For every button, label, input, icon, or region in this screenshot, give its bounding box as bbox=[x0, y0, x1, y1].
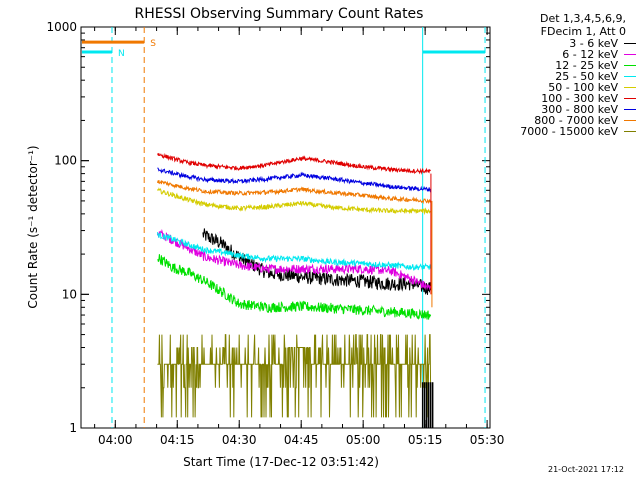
x-tick-label: 04:30 bbox=[222, 433, 257, 447]
x-tick-label: 04:00 bbox=[98, 433, 133, 447]
legend-entry-label: 7000 - 15000 keV bbox=[520, 125, 618, 138]
legend-entry-label: 6 - 12 keV bbox=[562, 48, 618, 61]
legend-entry-label: 25 - 50 keV bbox=[555, 70, 618, 83]
x-tick-label: 05:15 bbox=[408, 433, 443, 447]
legend-entry-label: 3 - 6 keV bbox=[569, 37, 618, 50]
legend-entry: 50 - 100 keV bbox=[484, 82, 636, 93]
series-line bbox=[156, 179, 432, 205]
annotation-label: S bbox=[150, 39, 156, 49]
legend-entry: 7000 - 15000 keV bbox=[484, 126, 636, 137]
y-tick-label: 1000 bbox=[46, 20, 77, 34]
x-axis-label: Start Time (17-Dec-12 03:51:42) bbox=[183, 455, 379, 469]
y-tick-label: 100 bbox=[54, 154, 77, 168]
legend-entries: 3 - 6 keV 6 - 12 keV 12 - 25 keV 25 - 50 ke… bbox=[484, 38, 636, 137]
y-tick-label: 10 bbox=[62, 287, 77, 301]
legend-swatch bbox=[624, 76, 636, 77]
legend-entry: 3 - 6 keV bbox=[484, 38, 636, 49]
legend-entry-label: 300 - 800 keV bbox=[541, 103, 618, 116]
annotation-label: N bbox=[118, 49, 125, 59]
series-line bbox=[156, 187, 431, 216]
legend-swatch bbox=[624, 109, 636, 110]
series-line bbox=[156, 232, 432, 271]
x-tick-label: 05:30 bbox=[470, 433, 505, 447]
series-line bbox=[157, 152, 431, 175]
y-tick-label: 1 bbox=[69, 421, 77, 435]
series-line bbox=[202, 228, 431, 295]
legend-entry: 100 - 300 keV bbox=[484, 93, 636, 104]
legend-swatch bbox=[624, 43, 636, 44]
legend-entry: 6 - 12 keV bbox=[484, 49, 636, 60]
x-tick-label: 05:00 bbox=[346, 433, 381, 447]
legend-swatch bbox=[624, 131, 636, 132]
legend: Det 1,3,4,5,6,9, FDecim 1, Att 0 3 - 6 k… bbox=[484, 12, 636, 137]
series-line bbox=[157, 334, 432, 418]
plot-frame bbox=[80, 26, 491, 429]
legend-swatch bbox=[624, 98, 636, 99]
series-line bbox=[157, 167, 432, 193]
series-line bbox=[157, 254, 432, 320]
legend-entry: 300 - 800 keV bbox=[484, 104, 636, 115]
legend-swatch bbox=[624, 120, 636, 121]
legend-swatch bbox=[624, 54, 636, 55]
legend-header-line-2: FDecim 1, Att 0 bbox=[540, 25, 626, 38]
x-tick-label: 04:15 bbox=[160, 433, 195, 447]
legend-swatch bbox=[624, 65, 636, 66]
legend-swatch bbox=[624, 87, 636, 88]
plot-layer: 1 10 100 1000 04:00 04:15 04:30 04:45 05:00 05:15… bbox=[46, 20, 504, 447]
x-tick-label: 04:45 bbox=[284, 433, 319, 447]
legend-entry-label: 50 - 100 keV bbox=[548, 81, 618, 94]
legend-entry: 25 - 50 keV bbox=[484, 71, 636, 82]
legend-entry-label: 12 - 25 keV bbox=[555, 59, 618, 72]
legend-entry: 12 - 25 keV bbox=[484, 60, 636, 71]
chart-title: RHESSI Observing Summary Count Rates bbox=[135, 6, 424, 22]
legend-header-line-1: Det 1,3,4,5,6,9, bbox=[539, 12, 626, 25]
legend-entry: 800 - 7000 keV bbox=[484, 115, 636, 126]
legend-entry-label: 800 - 7000 keV bbox=[534, 114, 618, 127]
generation-timestamp: 21-Oct-2021 17:12 bbox=[548, 465, 624, 474]
y-axis-label: Count Rate (s⁻¹ detector⁻¹) bbox=[26, 145, 40, 308]
legend-entry-label: 100 - 300 keV bbox=[541, 92, 618, 105]
